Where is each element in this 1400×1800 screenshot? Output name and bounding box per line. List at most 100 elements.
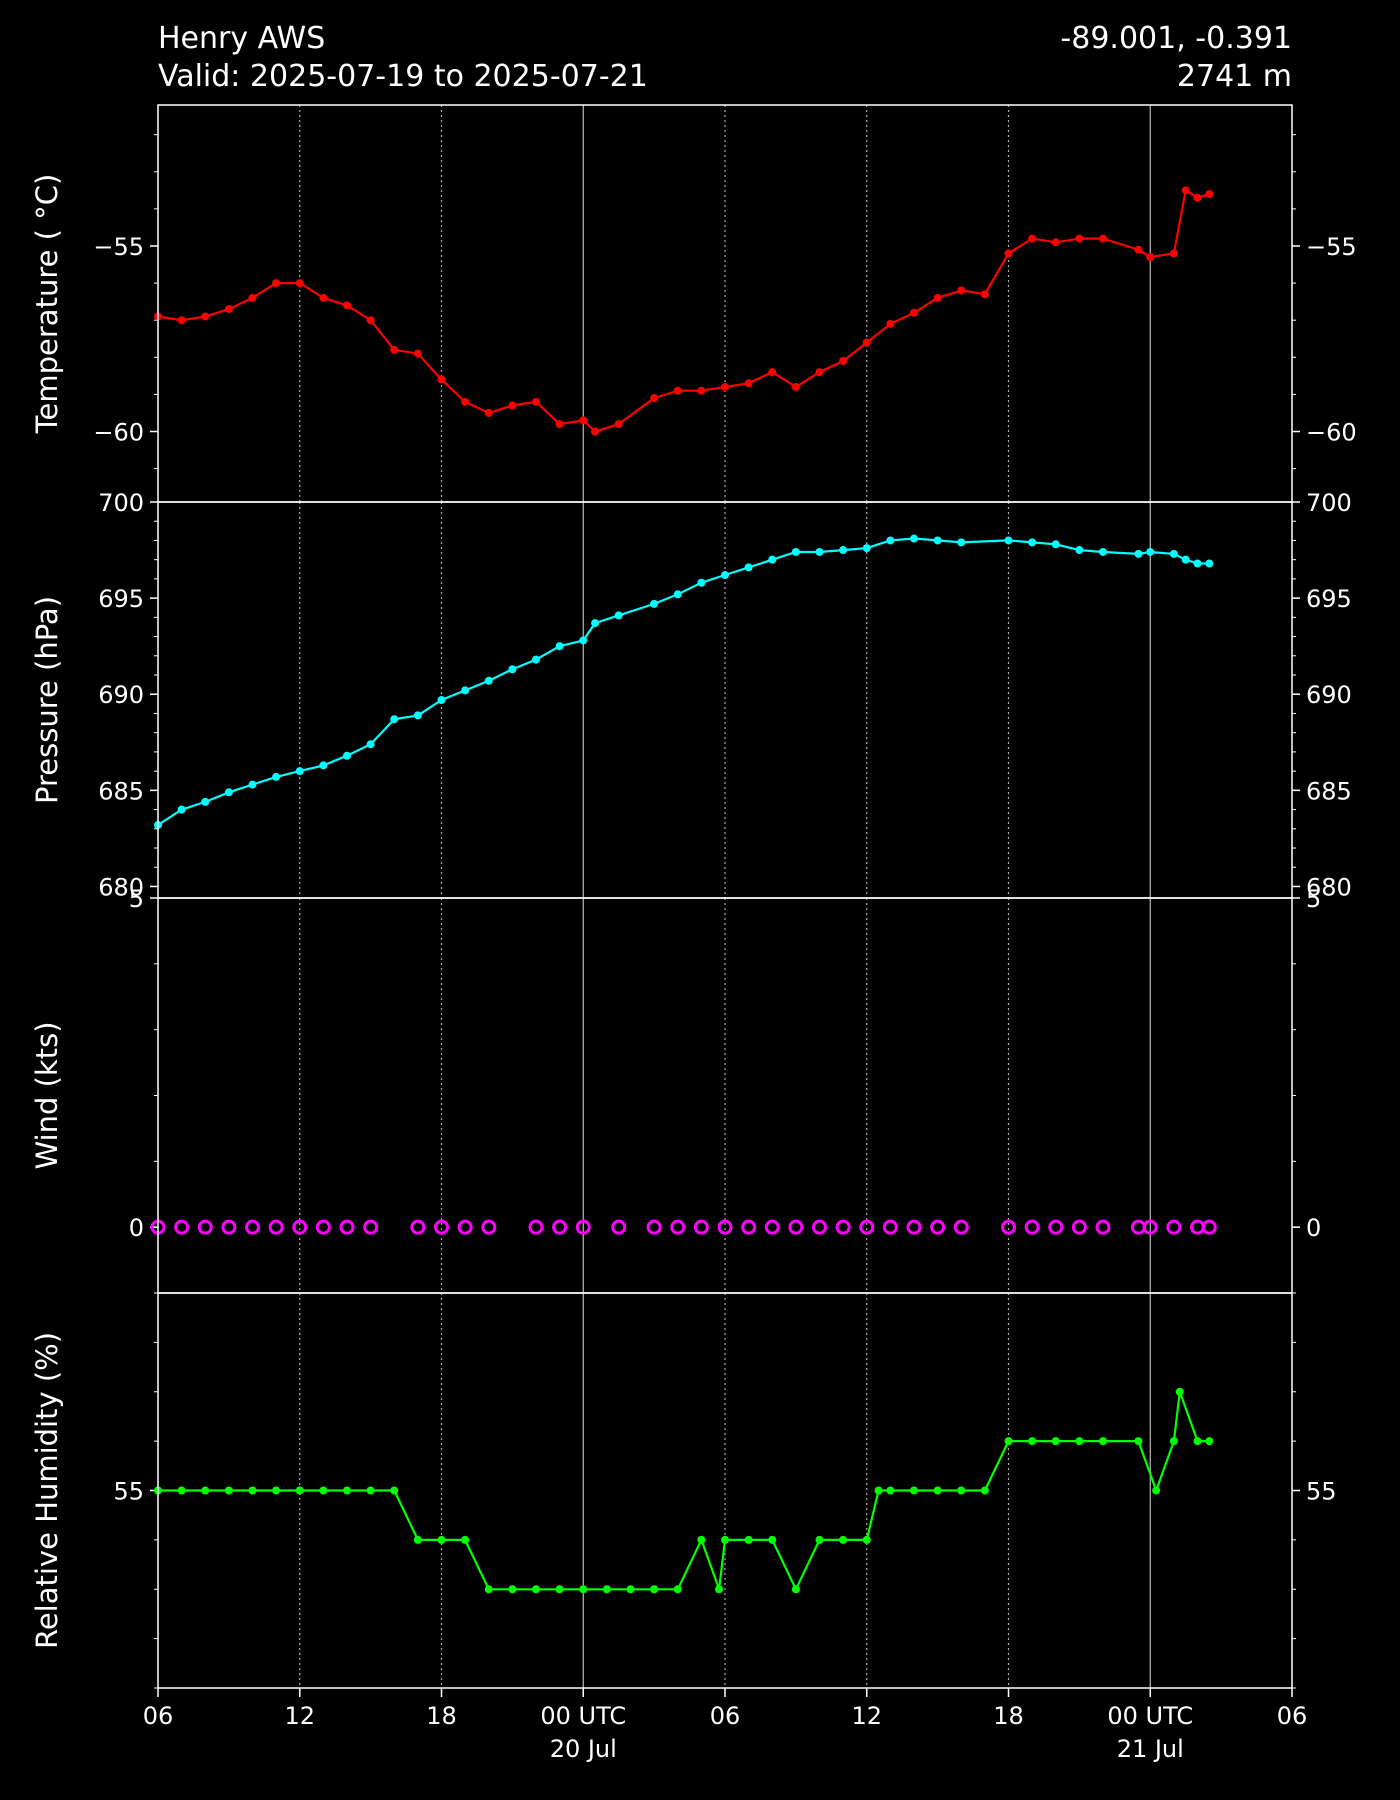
data-point xyxy=(1201,1219,1217,1235)
data-point xyxy=(791,1585,800,1594)
x-tick-label: 18 xyxy=(993,1702,1024,1730)
data-point xyxy=(764,1219,780,1235)
data-point xyxy=(177,316,186,325)
data-point xyxy=(437,375,446,384)
data-point xyxy=(1004,536,1013,545)
data-point xyxy=(910,1486,918,1495)
x-tick-label: 18 xyxy=(426,1702,457,1730)
data-point xyxy=(1028,1437,1037,1446)
y-tick-label-left: 0 xyxy=(129,1214,144,1242)
y-tick-label-left: 695 xyxy=(98,585,144,613)
data-point xyxy=(930,1219,946,1235)
data-point xyxy=(366,316,375,325)
data-point xyxy=(1175,1387,1184,1396)
data-point xyxy=(1134,549,1143,558)
y-axis-title: Pressure (hPa) xyxy=(30,596,64,804)
data-point xyxy=(812,1219,827,1235)
data-point xyxy=(532,397,540,406)
data-point xyxy=(295,767,304,776)
data-point xyxy=(697,1535,706,1544)
plot-header-left: Henry AWS Valid: 2025-07-19 to 2025-07-2… xyxy=(158,20,648,96)
data-point xyxy=(1205,559,1214,568)
data-point xyxy=(457,1219,473,1235)
data-point xyxy=(224,1486,233,1495)
y-axis-title: Temperature ( °C) xyxy=(30,174,64,435)
data-point xyxy=(835,1219,851,1235)
data-point xyxy=(1134,245,1143,254)
y-tick-label-right: 690 xyxy=(1306,681,1352,709)
series-line xyxy=(157,188,1210,433)
y-tick-label-right: 680 xyxy=(1306,873,1352,901)
data-point xyxy=(906,1219,922,1235)
data-point xyxy=(957,1486,966,1495)
data-point xyxy=(744,379,753,388)
data-point xyxy=(437,1535,446,1544)
data-point xyxy=(1142,1219,1158,1235)
x-tick-label: 06 xyxy=(1277,1702,1308,1730)
data-point xyxy=(693,1219,709,1235)
data-point xyxy=(1193,193,1202,202)
data-point xyxy=(715,1585,724,1594)
data-point xyxy=(579,416,588,425)
data-point xyxy=(673,386,682,395)
data-point xyxy=(343,301,351,310)
data-point xyxy=(315,1219,331,1235)
y-tick-label-right: 695 xyxy=(1306,585,1352,613)
data-point xyxy=(268,1219,284,1235)
data-point xyxy=(339,1219,355,1235)
x-tick-label: 12 xyxy=(284,1702,315,1730)
data-point xyxy=(575,1219,591,1235)
data-point xyxy=(552,1219,568,1235)
station-coords: -89.001, -0.391 xyxy=(1060,21,1292,56)
y-tick-label-left: 690 xyxy=(98,681,144,709)
data-point xyxy=(248,293,257,302)
data-point xyxy=(579,1585,588,1594)
data-point xyxy=(602,1585,611,1594)
data-point xyxy=(650,394,659,403)
data-point xyxy=(295,1486,304,1495)
data-point xyxy=(555,420,564,429)
data-point xyxy=(953,1219,969,1235)
data-point xyxy=(1166,1219,1182,1235)
data-point xyxy=(437,696,446,704)
data-point xyxy=(650,1585,659,1594)
data-point xyxy=(673,590,682,599)
data-point xyxy=(1169,1437,1178,1446)
data-point xyxy=(413,349,422,358)
data-point xyxy=(1152,1486,1161,1495)
data-point xyxy=(815,547,824,556)
data-point xyxy=(555,642,564,651)
data-point xyxy=(614,611,623,620)
station-elevation: 2741 m xyxy=(1176,59,1292,94)
data-point xyxy=(933,1486,942,1495)
data-point xyxy=(768,555,777,564)
data-point xyxy=(933,293,942,302)
data-point xyxy=(1130,1219,1146,1235)
panel-frame xyxy=(157,104,1293,503)
y-tick-label-left: 55 xyxy=(113,1478,144,1506)
data-point xyxy=(363,1219,379,1235)
data-point xyxy=(721,571,729,580)
data-point xyxy=(910,534,918,543)
data-point xyxy=(201,312,210,321)
data-point xyxy=(484,408,493,417)
y-tick-label-left: 685 xyxy=(98,777,144,805)
data-point xyxy=(839,357,848,366)
x-tick-label: 00 UTC xyxy=(540,1702,626,1730)
station-name: Henry AWS xyxy=(158,21,326,56)
data-point xyxy=(461,686,470,695)
data-point xyxy=(1075,546,1084,555)
data-point xyxy=(839,1535,848,1544)
data-point xyxy=(221,1219,237,1235)
data-point xyxy=(1075,1437,1084,1446)
data-point xyxy=(670,1219,686,1235)
data-point xyxy=(532,655,540,664)
data-point xyxy=(611,1219,627,1235)
series-line xyxy=(157,537,1210,826)
data-point xyxy=(272,279,281,288)
data-point xyxy=(768,368,777,377)
y-tick-label-right: 0 xyxy=(1306,1214,1321,1242)
x-tick-label: 00 UTC xyxy=(1107,1702,1193,1730)
data-point xyxy=(1169,249,1178,258)
data-point xyxy=(626,1585,635,1594)
